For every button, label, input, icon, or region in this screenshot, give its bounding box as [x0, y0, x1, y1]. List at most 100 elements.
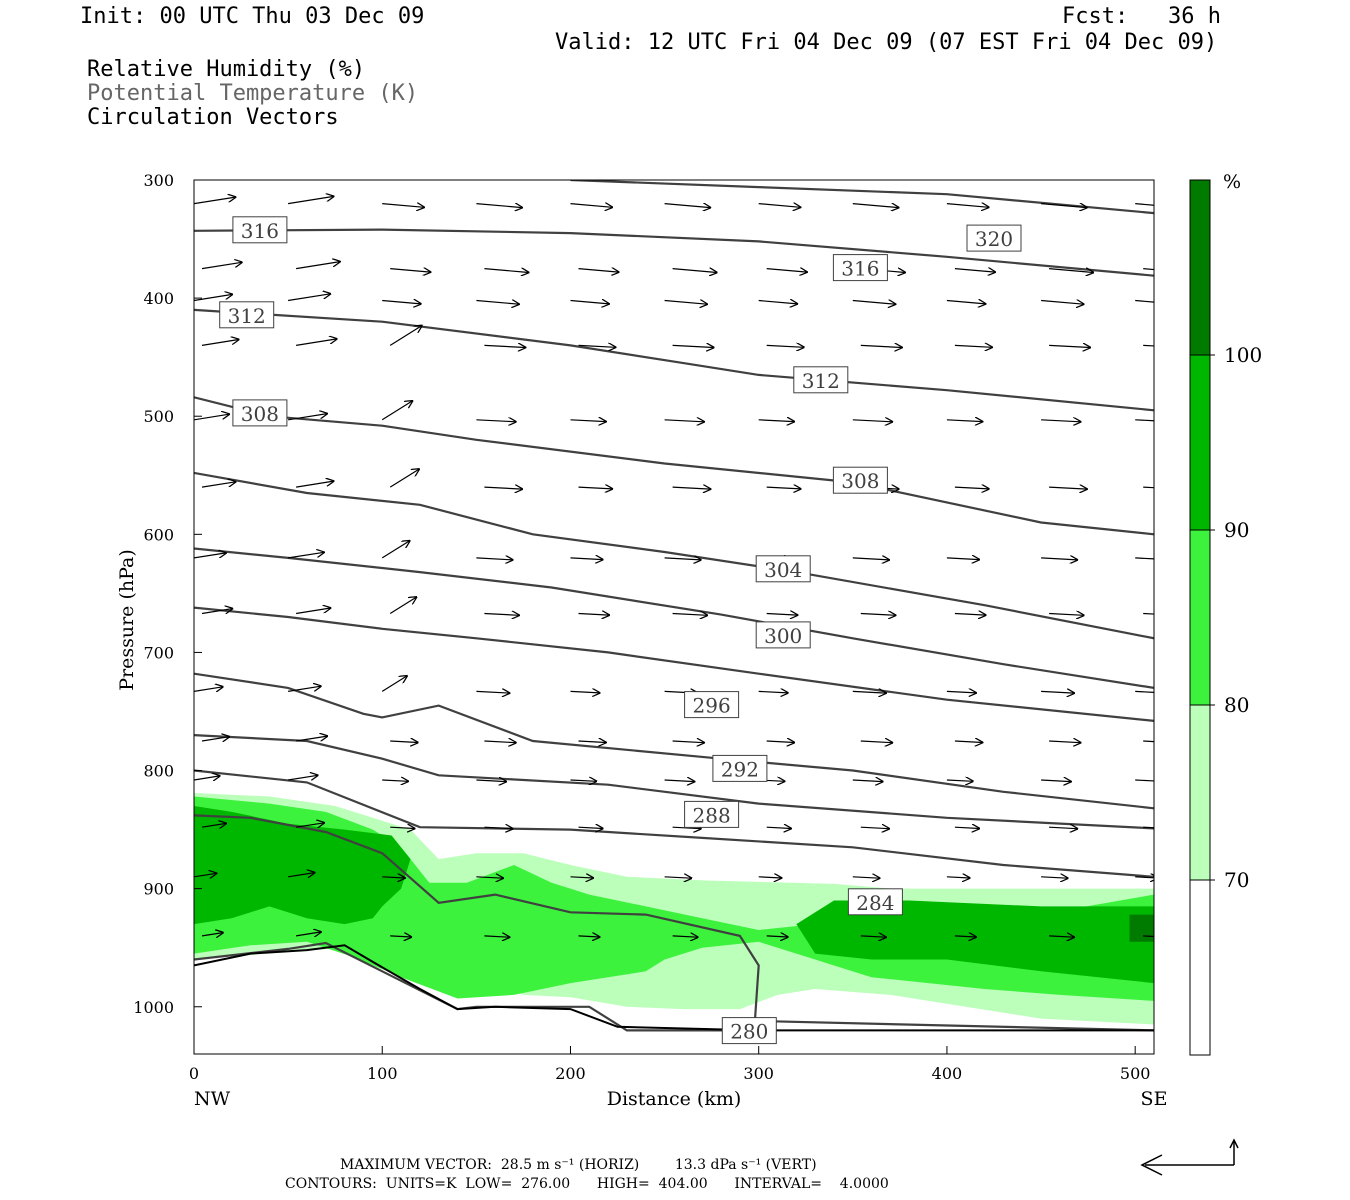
contour-label-box	[966, 224, 1022, 252]
x-tick-label: 500	[1120, 1064, 1151, 1083]
x-label-se: SE	[1141, 1088, 1168, 1110]
circulation-vector	[570, 558, 603, 560]
colorbar-segment	[1189, 879, 1211, 1056]
circulation-vector	[1143, 612, 1154, 615]
contour-label: 316	[241, 219, 279, 243]
circulation-vector	[860, 936, 886, 937]
colorbar-segment	[1189, 529, 1211, 706]
circulation-vector	[296, 736, 327, 742]
circulation-vector	[476, 204, 522, 208]
colorbar-label: 70	[1224, 868, 1249, 892]
relative-humidity-fill	[194, 793, 1154, 1025]
circulation-vector	[1041, 301, 1084, 305]
circulation-vector	[1049, 741, 1081, 743]
theta-contour-320	[570, 180, 1154, 215]
terrain-surface-line	[194, 944, 1154, 1032]
circulation-vector	[946, 780, 973, 781]
x-tick-label: 200	[555, 1064, 586, 1083]
circulation-vector	[201, 823, 226, 827]
potential-temperature-contours	[194, 180, 1154, 1032]
circulation-vector	[390, 827, 414, 828]
circulation-vector	[852, 558, 889, 560]
contour-label-box	[684, 691, 740, 719]
max-vector-note: MAXIMUM VECTOR: 28.5 m s⁻¹ (HORIZ) 13.3 …	[340, 1157, 817, 1173]
x-tick-label: 400	[932, 1064, 963, 1083]
circulation-vector	[852, 301, 896, 305]
circulation-vector	[484, 487, 522, 489]
circulation-vector	[766, 345, 804, 347]
circulation-vector	[1143, 740, 1154, 743]
y-axis-label: Pressure (hPa)	[116, 549, 138, 691]
circulation-vector	[1135, 557, 1154, 560]
circulation-vector	[194, 294, 232, 302]
circulation-vector	[946, 301, 986, 304]
circulation-vector	[390, 936, 411, 937]
circulation-vector	[758, 420, 795, 422]
circulation-vector	[570, 691, 600, 693]
circulation-vector	[578, 614, 610, 616]
circulation-vector	[296, 608, 330, 615]
circulation-vector	[664, 301, 708, 305]
circulation-vector	[664, 420, 705, 422]
circulation-vector	[288, 294, 330, 302]
x-tick-label: 300	[743, 1064, 774, 1083]
circulation-vector	[664, 780, 695, 782]
contour-label: 308	[241, 402, 279, 426]
contour-label: 304	[764, 558, 802, 582]
contour-label-box	[232, 399, 288, 427]
circulation-vector	[946, 691, 976, 693]
circulation-vector	[860, 741, 893, 743]
y-tick-label: 500	[143, 407, 174, 426]
theta-contour-292	[194, 672, 1154, 810]
circulation-vector	[288, 414, 327, 421]
circulation-vector	[1135, 877, 1154, 878]
x-axis-label: Distance (km)	[607, 1088, 742, 1110]
circulation-vector	[570, 301, 610, 304]
circulation-vector	[201, 933, 223, 936]
circulation-vector	[194, 553, 226, 559]
contour-label: 288	[693, 803, 731, 827]
circulation-vector	[1143, 344, 1154, 347]
circulation-vector	[484, 614, 519, 616]
circulation-vector	[1049, 827, 1077, 829]
circulation-vector	[1143, 486, 1154, 489]
theta-contour-312	[194, 308, 1154, 412]
circulation-vector	[296, 823, 324, 827]
circulation-vector	[201, 262, 242, 270]
circulation-vector	[664, 558, 701, 560]
circulation-vector	[476, 877, 503, 878]
contour-label: 316	[841, 257, 879, 281]
circulation-vector	[296, 339, 337, 346]
circulation-vector	[381, 676, 407, 692]
contour-labels: 316 320 316 312 312 308 308 304 300 296 292 288 284 2…	[219, 216, 1022, 1045]
contour-label-box	[847, 888, 903, 916]
circulation-vector	[1041, 204, 1087, 208]
contour-label-box	[755, 621, 811, 649]
circulation-vector	[1135, 690, 1154, 693]
circulation-vector	[672, 269, 717, 273]
colorbar-unit: %	[1223, 171, 1241, 193]
circulation-vector	[476, 558, 512, 560]
y-tick-label: 1000	[133, 998, 174, 1017]
circulation-vector	[201, 482, 236, 488]
circulation-vector	[852, 420, 893, 422]
circulation-vector	[194, 776, 220, 780]
circulation-vector	[1041, 691, 1074, 693]
circulation-vector	[946, 420, 983, 422]
circulation-vector	[852, 204, 899, 208]
circulation-vector	[672, 487, 711, 489]
circulation-vector	[766, 936, 788, 937]
circulation-vector	[288, 775, 318, 780]
colorbar-label: 80	[1224, 693, 1249, 717]
circulation-vector	[766, 741, 795, 743]
circulation-vector	[766, 269, 807, 273]
valid-time: Valid: 12 UTC Fri 04 Dec 09 (07 EST Fri …	[555, 30, 1218, 55]
circulation-vector	[852, 780, 883, 782]
rh-region-90-3	[796, 900, 1154, 984]
contour-label: 292	[721, 757, 759, 781]
contour-label: 280	[730, 1020, 768, 1044]
circulation-vector	[954, 345, 992, 347]
circulation-vector	[382, 301, 421, 304]
y-tick-label: 600	[143, 525, 174, 544]
